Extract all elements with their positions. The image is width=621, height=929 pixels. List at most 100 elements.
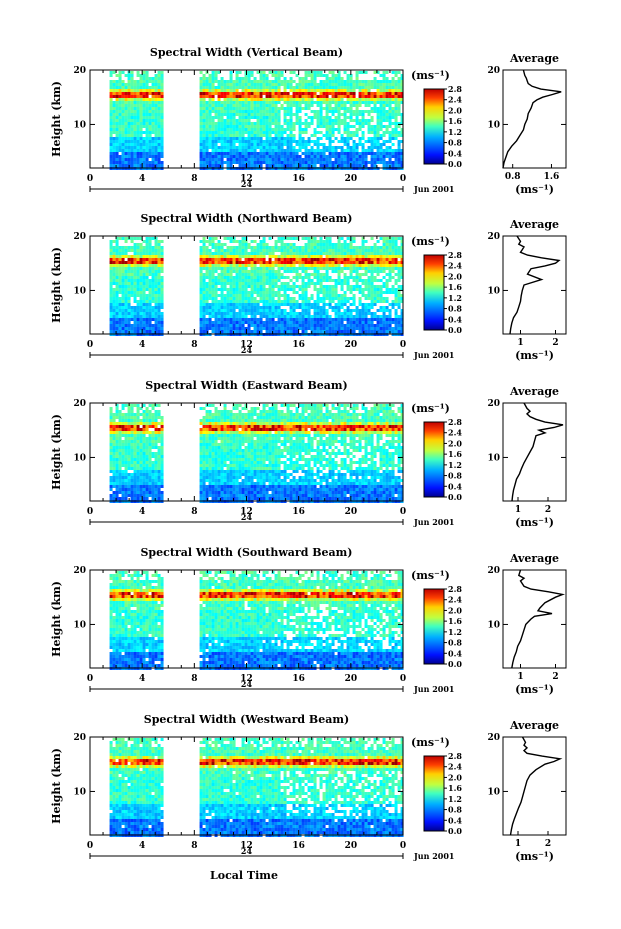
x-tick-label: 16 xyxy=(292,674,305,684)
x-tick-label: 4 xyxy=(139,841,145,851)
colorbar xyxy=(423,421,445,498)
panel-title: Spectral Width (Northward Beam) xyxy=(141,212,353,225)
colorbar-tick-label: 0.0 xyxy=(448,659,462,669)
x-tick-label: 0 xyxy=(87,507,93,517)
heatmap-cells xyxy=(109,237,404,336)
day-label: 24 xyxy=(241,846,253,856)
colorbar-tick-label: 0.4 xyxy=(448,148,462,158)
colorbar-tick-label: 1.2 xyxy=(448,460,462,470)
colorbar-tick-label: 2.0 xyxy=(448,772,462,782)
y-axis-label: Height (km) xyxy=(50,81,63,157)
colorbar-tick-label: 0.8 xyxy=(448,304,462,314)
avg-x-tick-label: 2 xyxy=(552,338,558,348)
colorbar-unit: (ms⁻¹) xyxy=(411,402,450,415)
x-tick-label: 0 xyxy=(400,674,406,684)
avg-y-tick-label: 10 xyxy=(487,286,500,296)
y-tick-label: 20 xyxy=(73,66,86,76)
x-tick-label: 4 xyxy=(139,674,145,684)
average-profile-line xyxy=(502,69,562,169)
colorbar-tick-label: 0.0 xyxy=(448,159,462,169)
x-tick-label: 0 xyxy=(87,674,93,684)
avg-y-tick-label: 20 xyxy=(487,566,500,576)
y-axis-label: Height (km) xyxy=(50,247,63,323)
avg-x-tick-label: 0.8 xyxy=(505,172,521,182)
panel-title: Spectral Width (Vertical Beam) xyxy=(150,46,343,59)
x-tick-label: 12 xyxy=(240,174,253,184)
colorbar-unit: (ms⁻¹) xyxy=(411,736,450,749)
date-label: Jun 2001 xyxy=(413,350,454,360)
colorbar-tick-label: 2.4 xyxy=(448,595,462,605)
colorbar xyxy=(423,88,445,165)
panel-title: Spectral Width (Eastward Beam) xyxy=(145,379,347,392)
y-tick-label: 10 xyxy=(73,620,86,630)
beam-panel-4: Spectral Width (Southward Beam)1020Heigh… xyxy=(50,546,567,696)
colorbar-tick-label: 2.4 xyxy=(448,95,462,105)
average-frame xyxy=(502,569,567,669)
date-label: Jun 2001 xyxy=(413,851,454,861)
beam-panels: Spectral Width (Vertical Beam)1020Height… xyxy=(50,46,567,863)
heatmap-cells xyxy=(109,71,404,170)
colorbar-tick-label: 2.0 xyxy=(448,438,462,448)
day-label: 24 xyxy=(241,679,253,689)
colorbar-tick-label: 2.8 xyxy=(448,417,462,427)
colorbar-tick-label: 2.8 xyxy=(448,84,462,94)
x-axis-label: Local Time xyxy=(210,869,278,882)
beam-panel-5: Spectral Width (Westward Beam)1020Height… xyxy=(50,713,567,863)
colorbar-tick-label: 1.6 xyxy=(448,616,462,626)
x-tick-label: 0 xyxy=(400,340,406,350)
colorbar-tick-label: 1.2 xyxy=(448,794,462,804)
beam-panel-3: Spectral Width (Eastward Beam)1020Height… xyxy=(50,379,567,529)
average-frame xyxy=(502,69,567,169)
x-tick-label: 20 xyxy=(345,841,358,851)
x-tick-label: 12 xyxy=(240,841,253,851)
avg-y-tick-label: 20 xyxy=(487,232,500,242)
colorbar-tick-label: 1.2 xyxy=(448,627,462,637)
average-x-label: (ms⁻¹) xyxy=(515,683,554,696)
avg-y-tick-label: 20 xyxy=(487,66,500,76)
x-tick-label: 8 xyxy=(191,841,197,851)
avg-x-tick-label: 1 xyxy=(515,505,521,515)
x-tick-label: 20 xyxy=(345,340,358,350)
colorbar-tick-label: 2.8 xyxy=(448,250,462,260)
day-label: 24 xyxy=(241,512,253,522)
colorbar-unit: (ms⁻¹) xyxy=(411,235,450,248)
x-tick-label: 20 xyxy=(345,674,358,684)
x-tick-label: 20 xyxy=(345,507,358,517)
average-profile-line xyxy=(511,569,566,669)
x-tick-label: 8 xyxy=(191,507,197,517)
colorbar-tick-label: 2.4 xyxy=(448,762,462,772)
average-title: Average xyxy=(509,719,559,732)
colorbar-tick-label: 0.4 xyxy=(448,481,462,491)
colorbar-tick-label: 0.8 xyxy=(448,471,462,481)
x-tick-label: 8 xyxy=(191,674,197,684)
date-label: Jun 2001 xyxy=(413,684,454,694)
avg-x-tick-label: 1 xyxy=(517,338,523,348)
colorbar-tick-label: 1.2 xyxy=(448,127,462,137)
heatmap-cells xyxy=(109,571,404,670)
x-tick-label: 20 xyxy=(345,174,358,184)
average-title: Average xyxy=(509,218,559,231)
average-frame xyxy=(502,402,567,502)
colorbar-tick-label: 1.6 xyxy=(448,116,462,126)
average-x-label: (ms⁻¹) xyxy=(515,183,554,196)
avg-x-tick-label: 1 xyxy=(515,839,521,849)
average-title: Average xyxy=(509,52,559,65)
date-label: Jun 2001 xyxy=(413,184,454,194)
avg-y-tick-label: 10 xyxy=(487,787,500,797)
x-tick-label: 0 xyxy=(400,841,406,851)
x-tick-label: 16 xyxy=(292,174,305,184)
y-tick-label: 10 xyxy=(73,120,86,130)
average-title: Average xyxy=(509,552,559,565)
avg-y-tick-label: 10 xyxy=(487,120,500,130)
colorbar-tick-label: 0.4 xyxy=(448,314,462,324)
colorbar-tick-label: 2.0 xyxy=(448,105,462,115)
day-label: 24 xyxy=(241,345,253,355)
colorbar-tick-label: 1.6 xyxy=(448,449,462,459)
x-tick-label: 16 xyxy=(292,340,305,350)
avg-y-tick-label: 10 xyxy=(487,620,500,630)
y-tick-label: 10 xyxy=(73,286,86,296)
y-tick-label: 20 xyxy=(73,566,86,576)
x-tick-label: 4 xyxy=(139,174,145,184)
x-tick-label: 0 xyxy=(87,174,93,184)
